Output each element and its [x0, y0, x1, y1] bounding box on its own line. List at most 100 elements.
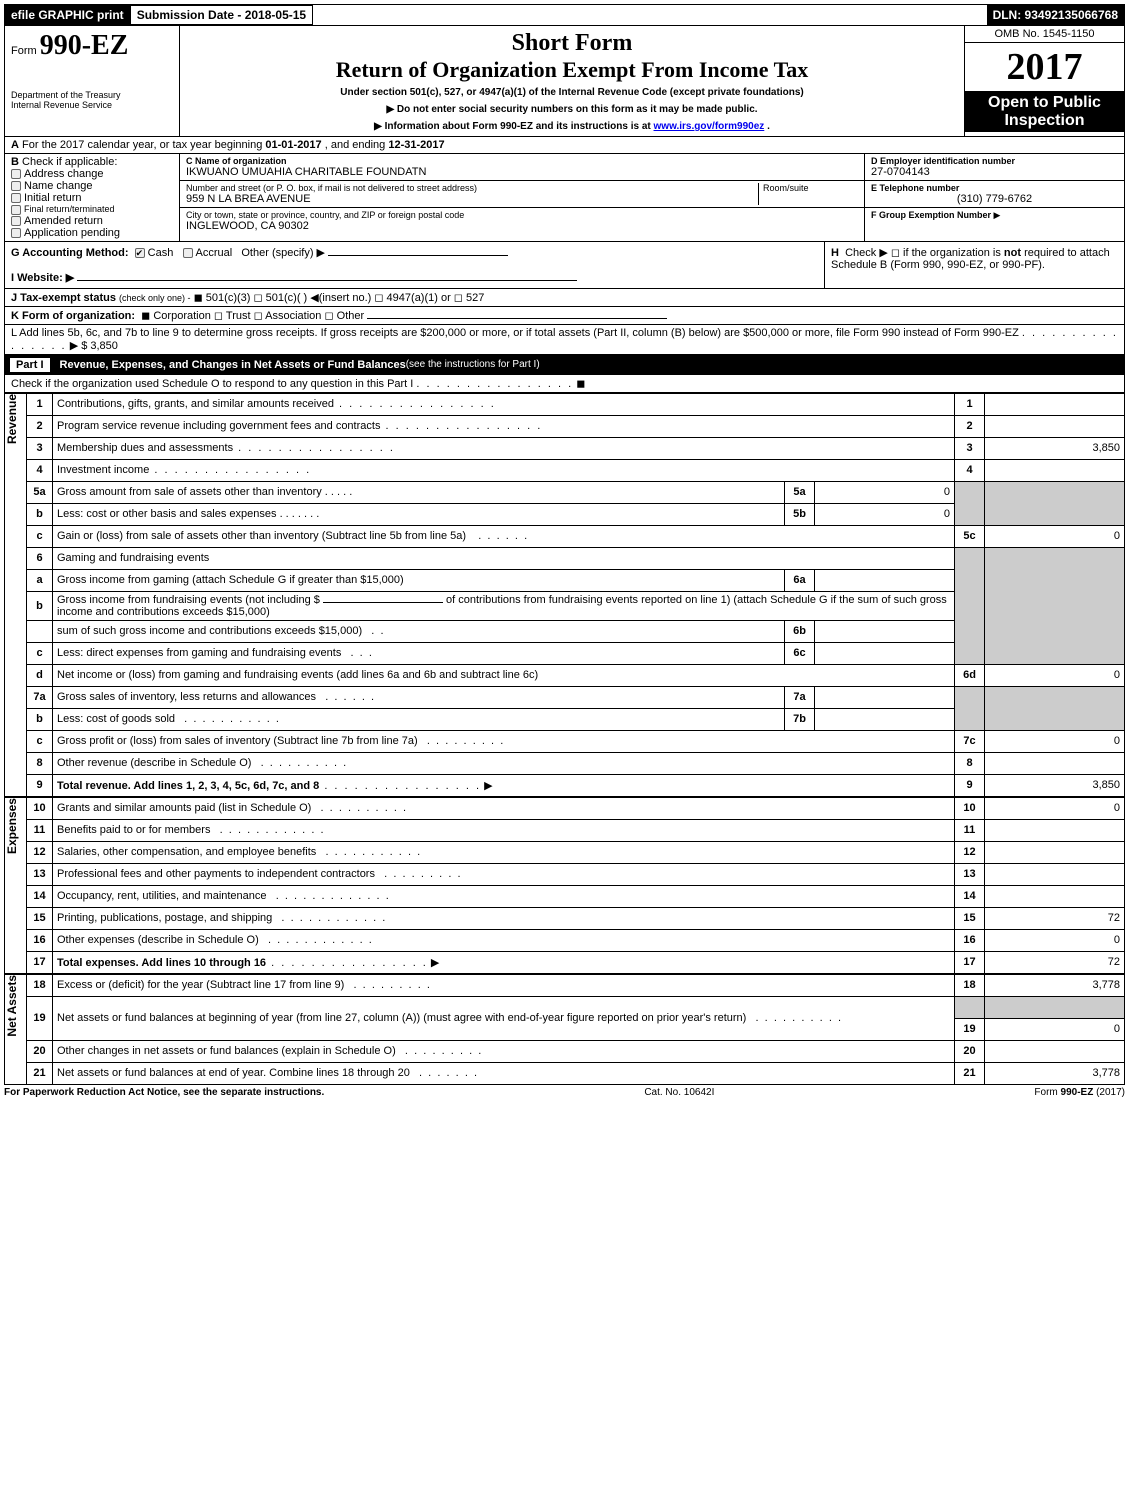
- line-10-desc: Grants and similar amounts paid (list in…: [57, 802, 311, 814]
- line-3-val: 3,850: [985, 437, 1125, 459]
- g-other-blank[interactable]: [328, 255, 508, 256]
- footer-right-pre: Form: [1034, 1087, 1060, 1098]
- c-label: C Name of organization: [186, 156, 287, 166]
- netassets-group: Net Assets 18Excess or (deficit) for the…: [4, 974, 1125, 1085]
- footer-right: Form 990-EZ (2017): [1034, 1087, 1125, 1098]
- city-label: City or town, state or province, country…: [186, 210, 858, 220]
- i-label: I Website: ▶: [11, 272, 74, 284]
- footer-mid: Cat. No. 10642I: [644, 1087, 714, 1098]
- line-20: 20Other changes in net assets or fund ba…: [27, 1040, 1125, 1062]
- g-label: G Accounting Method:: [11, 247, 129, 259]
- chk-final-return[interactable]: [11, 205, 21, 215]
- line-18-val: 3,778: [985, 974, 1125, 996]
- line-18-desc: Excess or (deficit) for the year (Subtra…: [57, 979, 344, 991]
- b-item-0: Address change: [24, 168, 104, 180]
- line-6d: d Net income or (loss) from gaming and f…: [27, 664, 1125, 686]
- ein: 27-0704143: [871, 166, 1118, 178]
- line-5a-sub: 0: [815, 481, 955, 503]
- line-l: L Add lines 5b, 6c, and 7b to line 9 to …: [4, 325, 1125, 355]
- f-label: F Group Exemption Number: [871, 210, 991, 220]
- page-footer: For Paperwork Reduction Act Notice, see …: [4, 1085, 1125, 1100]
- j-label: J Tax-exempt status: [11, 292, 116, 304]
- org-info-block: B Check if applicable: Address change Na…: [4, 154, 1125, 242]
- k-other-blank[interactable]: [367, 318, 667, 319]
- line-6b-blank[interactable]: [323, 602, 443, 603]
- line-11: 11Benefits paid to or for members . . . …: [27, 819, 1125, 841]
- line-19-desc: Net assets or fund balances at beginning…: [57, 1012, 746, 1024]
- h-label: H: [831, 247, 839, 259]
- part1-check-dots: [416, 378, 573, 390]
- line-13: 13Professional fees and other payments t…: [27, 863, 1125, 885]
- info-line: ▶ Information about Form 990-EZ and its …: [186, 121, 958, 132]
- line-a-end: 12-31-2017: [388, 139, 444, 151]
- b-label: Check if applicable:: [22, 156, 117, 168]
- chk-accrual[interactable]: [183, 248, 193, 258]
- no-ssn-line: ▶ Do not enter social security numbers o…: [186, 104, 958, 115]
- form-number: 990-EZ: [40, 30, 129, 61]
- line-7b-sub: [815, 708, 955, 730]
- website-blank[interactable]: [77, 280, 577, 281]
- line-6d-desc: Net income or (loss) from gaming and fun…: [57, 669, 538, 681]
- org-city: INGLEWOOD, CA 90302: [186, 220, 858, 232]
- line-17-val: 72: [985, 951, 1125, 973]
- line-20-val: [985, 1040, 1125, 1062]
- chk-initial-return[interactable]: [11, 193, 21, 203]
- line-17-desc: Total expenses. Add lines 10 through 16: [57, 957, 266, 969]
- h-text1: Check ▶ ◻ if the organization is: [845, 247, 1004, 259]
- line-13-val: [985, 863, 1125, 885]
- org-address: 959 N LA BREA AVENUE: [186, 193, 758, 205]
- revenue-table: 1 Contributions, gifts, grants, and simi…: [26, 393, 1125, 797]
- line-8-desc: Other revenue (describe in Schedule O): [57, 757, 251, 769]
- line-7a-sub: [815, 686, 955, 708]
- b-item-5: Application pending: [24, 227, 120, 239]
- line-21-desc: Net assets or fund balances at end of ye…: [57, 1067, 410, 1079]
- b-item-4: Amended return: [24, 215, 103, 227]
- line-8: 8 Other revenue (describe in Schedule O)…: [27, 752, 1125, 774]
- line-7b-desc: Less: cost of goods sold: [57, 713, 175, 725]
- chk-name-change[interactable]: [11, 181, 21, 191]
- chk-cash[interactable]: [135, 248, 145, 258]
- expenses-group: Expenses 10Grants and similar amounts pa…: [4, 797, 1125, 974]
- chk-application-pending[interactable]: [11, 228, 21, 238]
- footer-right-post: (2017): [1096, 1087, 1125, 1098]
- org-name: IKWUANO UMUAHIA CHARITABLE FOUNDATN: [186, 166, 858, 178]
- form-prefix: Form: [11, 45, 37, 57]
- line-6c-desc: Less: direct expenses from gaming and fu…: [57, 647, 341, 659]
- irs: Internal Revenue Service: [11, 100, 173, 110]
- line-18: 18Excess or (deficit) for the year (Subt…: [27, 974, 1125, 996]
- chk-address-change[interactable]: [11, 169, 21, 179]
- line-5c: c Gain or (loss) from sale of assets oth…: [27, 525, 1125, 547]
- chk-amended-return[interactable]: [11, 216, 21, 226]
- line-2-desc: Program service revenue including govern…: [57, 420, 380, 432]
- revenue-group: Revenue 1 Contributions, gifts, grants, …: [4, 393, 1125, 797]
- line-5a-desc: Gross amount from sale of assets other t…: [57, 486, 322, 498]
- line-6-desc: Gaming and fundraising events: [57, 552, 209, 564]
- form-header: Form 990-EZ Department of the Treasury I…: [4, 26, 1125, 137]
- k-opts: ◼ Corporation ◻ Trust ◻ Association ◻ Ot…: [141, 310, 364, 322]
- line-9: 9 Total revenue. Add lines 1, 2, 3, 4, 5…: [27, 774, 1125, 796]
- line-7c: c Gross profit or (loss) from sales of i…: [27, 730, 1125, 752]
- line-16-val: 0: [985, 929, 1125, 951]
- g-accrual: Accrual: [196, 247, 233, 259]
- b-item-1: Name change: [24, 180, 93, 192]
- line-a-pre: For the 2017 calendar year, or tax year …: [22, 139, 265, 151]
- line-3-desc: Membership dues and assessments: [57, 442, 233, 454]
- line-a-mid: , and ending: [325, 139, 389, 151]
- line-5c-desc: Gain or (loss) from sale of assets other…: [57, 530, 466, 542]
- line-4-desc: Investment income: [57, 464, 149, 476]
- g-cash: Cash: [148, 247, 174, 259]
- efile-label: efile GRAPHIC print: [5, 5, 130, 25]
- line-a-begin: 01-01-2017: [265, 139, 321, 151]
- line-16-desc: Other expenses (describe in Schedule O): [57, 934, 259, 946]
- submission-date: Submission Date - 2018-05-15: [130, 5, 313, 25]
- line-2-val: [985, 415, 1125, 437]
- addr-label: Number and street (or P. O. box, if mail…: [186, 183, 758, 193]
- part1-title: Revenue, Expenses, and Changes in Net As…: [60, 359, 406, 371]
- info-link[interactable]: www.irs.gov/form990ez: [654, 121, 765, 132]
- b-item-3: Final return/terminated: [24, 204, 115, 214]
- g-other: Other (specify) ▶: [241, 247, 325, 259]
- part1-header: Part I Revenue, Expenses, and Changes in…: [4, 355, 1125, 375]
- line-a: A For the 2017 calendar year, or tax yea…: [4, 137, 1125, 154]
- line-4: 4 Investment income 4: [27, 459, 1125, 481]
- line-6d-val: 0: [985, 664, 1125, 686]
